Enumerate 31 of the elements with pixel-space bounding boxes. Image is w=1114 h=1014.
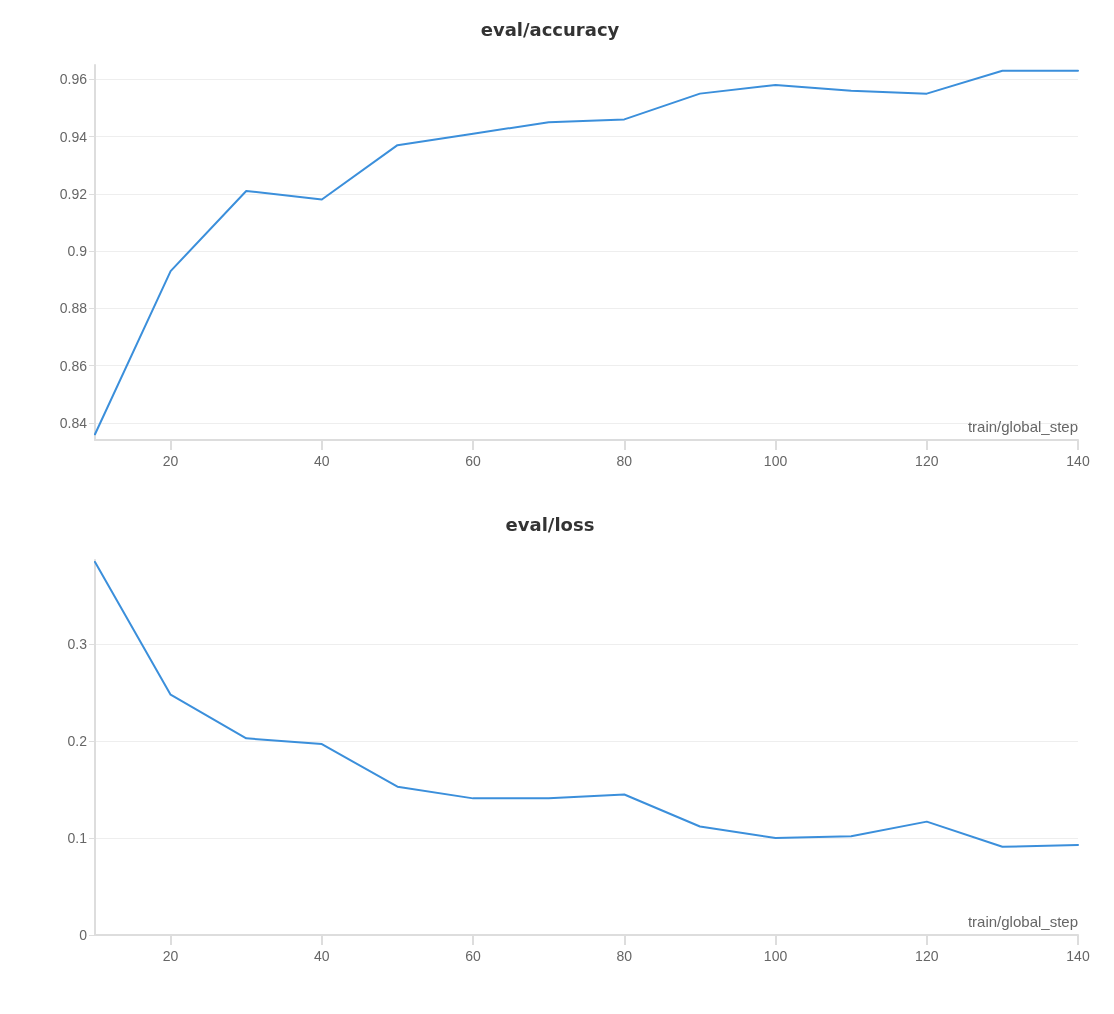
x-axis-title: train/global_step (967, 913, 1078, 930)
x-tick-label: 80 (616, 948, 633, 964)
y-tick-label: 0 (79, 927, 88, 943)
y-tick-label: 0.9 (67, 243, 88, 260)
line-series (94, 560, 1079, 848)
y-tick-label: 0.84 (59, 414, 88, 431)
x-tick-label: 140 (1066, 453, 1090, 469)
line-series (94, 69, 1079, 436)
x-tick-label: 60 (465, 948, 482, 964)
x-axis-title: train/global_step (967, 418, 1078, 435)
y-tick-label: 0.86 (59, 357, 88, 374)
y-tick-label: 0.92 (59, 185, 88, 202)
x-tick-label: 120 (915, 948, 939, 964)
chart-title: eval/loss (505, 513, 595, 535)
x-tick-label: 20 (162, 948, 179, 964)
y-tick-label: 0.3 (67, 636, 88, 653)
x-tick-label: 80 (616, 453, 633, 469)
x-tick-label: 40 (314, 453, 330, 469)
x-tick-label: 100 (763, 453, 788, 469)
x-tick-label: 140 (1066, 948, 1090, 964)
x-tick-label: 120 (915, 453, 939, 469)
chart-title: eval/accuracy (480, 18, 620, 40)
y-tick-label: 0.1 (67, 830, 88, 847)
y-tick-label: 0.88 (59, 300, 88, 317)
y-tick-label: 0.96 (59, 71, 88, 88)
y-tick-label: 0.2 (67, 733, 88, 750)
x-tick-label: 20 (162, 453, 179, 469)
x-tick-label: 100 (763, 948, 788, 964)
x-tick-label: 40 (314, 948, 330, 964)
x-tick-label: 60 (465, 453, 482, 469)
y-tick-label: 0.94 (59, 128, 88, 145)
